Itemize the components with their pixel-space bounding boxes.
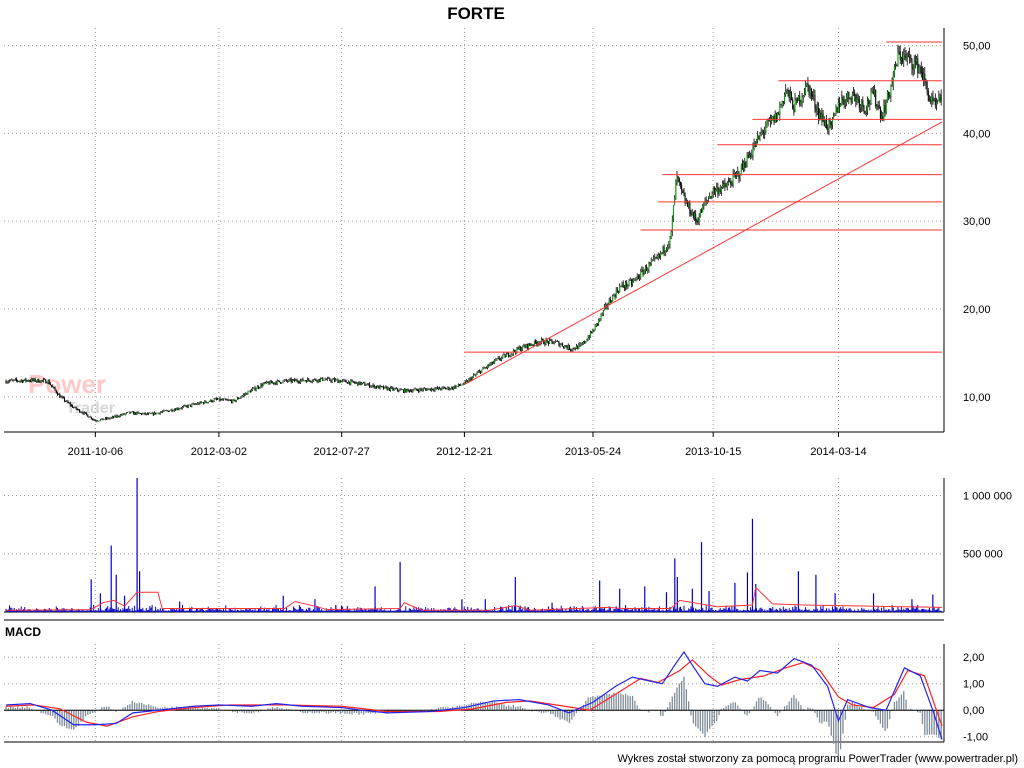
volume-average-line <box>5 586 943 611</box>
grid <box>4 28 944 742</box>
macd-y-tick-label: 2,00 <box>963 652 984 664</box>
price-y-tick-label: 50,00 <box>963 41 991 53</box>
x-tick-label: 2013-10-15 <box>685 446 741 458</box>
macd-y-tick-label: -1,00 <box>963 732 988 744</box>
macd-series <box>4 650 944 762</box>
volume-y-tick-label: 500 000 <box>963 549 1003 561</box>
x-tick-label: 2013-05-24 <box>565 446 621 458</box>
chart-title: FORTE <box>447 4 505 23</box>
price-y-tick-label: 20,00 <box>963 304 991 316</box>
price-y-tick-label: 10,00 <box>963 392 991 404</box>
price-series <box>5 41 943 423</box>
macd-y-tick-label: 0,00 <box>963 705 984 717</box>
trend-line <box>464 121 943 386</box>
powertrader-watermark: Power Trader <box>28 369 115 417</box>
macd-signal-line <box>5 659 943 727</box>
macd-panel-title: MACD <box>5 625 41 639</box>
footer-credit: Wykres został stworzony za pomocą progra… <box>617 753 1018 765</box>
price-panel <box>4 28 945 433</box>
watermark-line1: Power <box>28 369 106 399</box>
x-tick-label: 2012-07-27 <box>314 446 370 458</box>
axis-labels: 2011-10-06 2012-03-02 2012-07-27 2012-12-21… <box>68 41 1012 744</box>
x-tick-label: 2012-12-21 <box>436 446 492 458</box>
volume-y-tick-label: 1 000 000 <box>963 490 1012 502</box>
x-tick-label: 2012-03-02 <box>191 446 247 458</box>
x-tick-label: 2014-03-14 <box>810 446 866 458</box>
macd-panel <box>4 619 945 743</box>
price-y-tick-label: 30,00 <box>963 216 991 228</box>
volume-series <box>5 478 943 612</box>
watermark-line2: Trader <box>66 400 115 417</box>
macd-y-tick-label: 1,00 <box>963 679 984 691</box>
x-tick-label: 2011-10-06 <box>68 446 123 458</box>
price-y-tick-label: 40,00 <box>963 128 991 140</box>
macd-line <box>5 650 943 740</box>
